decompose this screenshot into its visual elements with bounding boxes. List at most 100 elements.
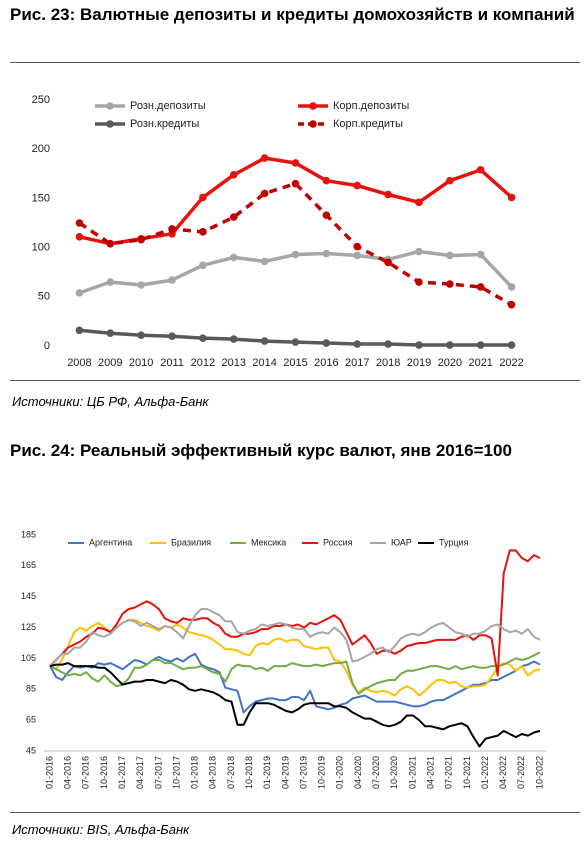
y-tick-label: 0 — [44, 340, 50, 352]
point — [446, 251, 454, 260]
point — [507, 300, 516, 309]
x-tick-label: 2020 — [438, 357, 462, 369]
x-tick-label: 04-2021 — [425, 756, 435, 789]
point — [476, 250, 485, 259]
point — [291, 159, 300, 167]
point — [229, 253, 238, 262]
x-tick-label: 04-2016 — [63, 756, 73, 789]
y-tick-label: 100 — [32, 242, 50, 254]
x-tick-label: 01-2017 — [117, 756, 127, 789]
rule — [10, 62, 580, 63]
point — [353, 251, 362, 260]
legend-label: Бразилия — [171, 537, 211, 547]
x-tick-label: 10-2021 — [462, 756, 472, 789]
x-tick-label: 10-2020 — [389, 756, 399, 789]
point — [199, 334, 207, 342]
y-tick-label: 250 — [32, 94, 50, 106]
point — [260, 257, 269, 266]
x-tick-label: 2015 — [283, 357, 307, 369]
point — [137, 331, 145, 339]
x-tick-label: 04-2019 — [280, 756, 290, 789]
legend-label: Розн.кредиты — [130, 118, 199, 130]
legend-label: ЮАР — [391, 537, 412, 547]
point — [75, 232, 84, 241]
x-tick-label: 04-2022 — [498, 756, 508, 789]
y-tick-label: 85 — [26, 684, 36, 694]
series-line — [49, 651, 541, 695]
legend-label: Корп.депозиты — [333, 100, 409, 112]
legend-label: Розн.депозиты — [130, 100, 206, 112]
point — [199, 193, 207, 202]
x-tick-label: 04-2018 — [208, 756, 218, 789]
x-tick-label: 04-2017 — [135, 756, 145, 789]
point — [291, 338, 300, 346]
legend-marker — [106, 120, 114, 128]
x-tick-label: 07-2021 — [444, 756, 454, 789]
x-tick-label: 2022 — [499, 357, 523, 369]
point — [168, 225, 176, 233]
y-tick-label: 105 — [21, 653, 36, 663]
point — [229, 170, 238, 179]
chart: 0 50 100 150 200 250 2008 2009 2010 2011 2012 2013 2… — [32, 94, 524, 369]
y-tick-label: 185 — [21, 529, 36, 539]
x-tick-label: 2018 — [376, 357, 400, 369]
point — [137, 235, 145, 244]
point — [75, 219, 84, 227]
figure-title: Рис. 24: Реальный эффективный курс валют… — [10, 441, 512, 460]
x-tick-label: 01-2021 — [407, 756, 417, 789]
point — [446, 280, 454, 288]
point — [229, 335, 238, 343]
point — [507, 193, 516, 202]
point — [137, 281, 145, 289]
y-tick-label: 65 — [26, 715, 36, 725]
point — [384, 258, 392, 267]
x-tick-label: 10-2016 — [99, 756, 109, 789]
legend-marker — [106, 102, 114, 110]
rule — [10, 380, 580, 381]
legend-label: Корп.кредиты — [333, 118, 403, 130]
x-tick-label: 2019 — [407, 357, 431, 369]
point — [446, 176, 454, 185]
point — [384, 340, 392, 348]
point — [476, 166, 485, 174]
point — [476, 341, 485, 349]
x-tick-label: 07-2020 — [371, 756, 381, 789]
legend-label: Россия — [323, 537, 353, 547]
x-tick-label: 2012 — [191, 357, 215, 369]
legend-label: Аргентина — [89, 537, 132, 547]
legend-marker — [309, 102, 317, 110]
point — [415, 198, 423, 207]
x-tick-label: 07-2022 — [516, 756, 526, 789]
point — [353, 181, 362, 190]
x-tick-label: 10-2018 — [244, 756, 254, 789]
point — [415, 278, 423, 286]
x-tick-label: 2014 — [252, 357, 276, 369]
point — [260, 337, 269, 345]
point — [322, 249, 331, 258]
y-tick-label: 150 — [32, 192, 50, 204]
point — [229, 213, 238, 221]
x-tick-label: 04-2020 — [353, 756, 363, 789]
point — [106, 329, 115, 338]
y-tick-label: 145 — [21, 591, 36, 601]
x-tick-label: 2016 — [314, 357, 338, 369]
y-tick-label: 50 — [38, 291, 50, 303]
x-tick-label: 07-2016 — [81, 756, 91, 789]
y-tick-label: 125 — [21, 622, 36, 632]
x-tick-label: 2008 — [67, 357, 91, 369]
x-tick-label: 2009 — [98, 357, 122, 369]
series-line — [49, 549, 541, 677]
point — [446, 341, 454, 349]
x-tick-label: 01-2016 — [44, 756, 54, 789]
point — [199, 261, 207, 270]
point — [322, 211, 331, 219]
series-line — [49, 662, 541, 748]
source: Источники: ЦБ РФ, Альфа-Банк — [12, 394, 209, 409]
chart: 45 65 85 105 125 145 165 185 01-2016 04-2016 07-20… — [21, 529, 546, 789]
point — [476, 283, 485, 291]
x-tick-label: 2011 — [160, 357, 184, 369]
legend-marker — [309, 120, 317, 128]
point — [199, 228, 207, 236]
x-tick-label: 10-2017 — [171, 756, 181, 789]
